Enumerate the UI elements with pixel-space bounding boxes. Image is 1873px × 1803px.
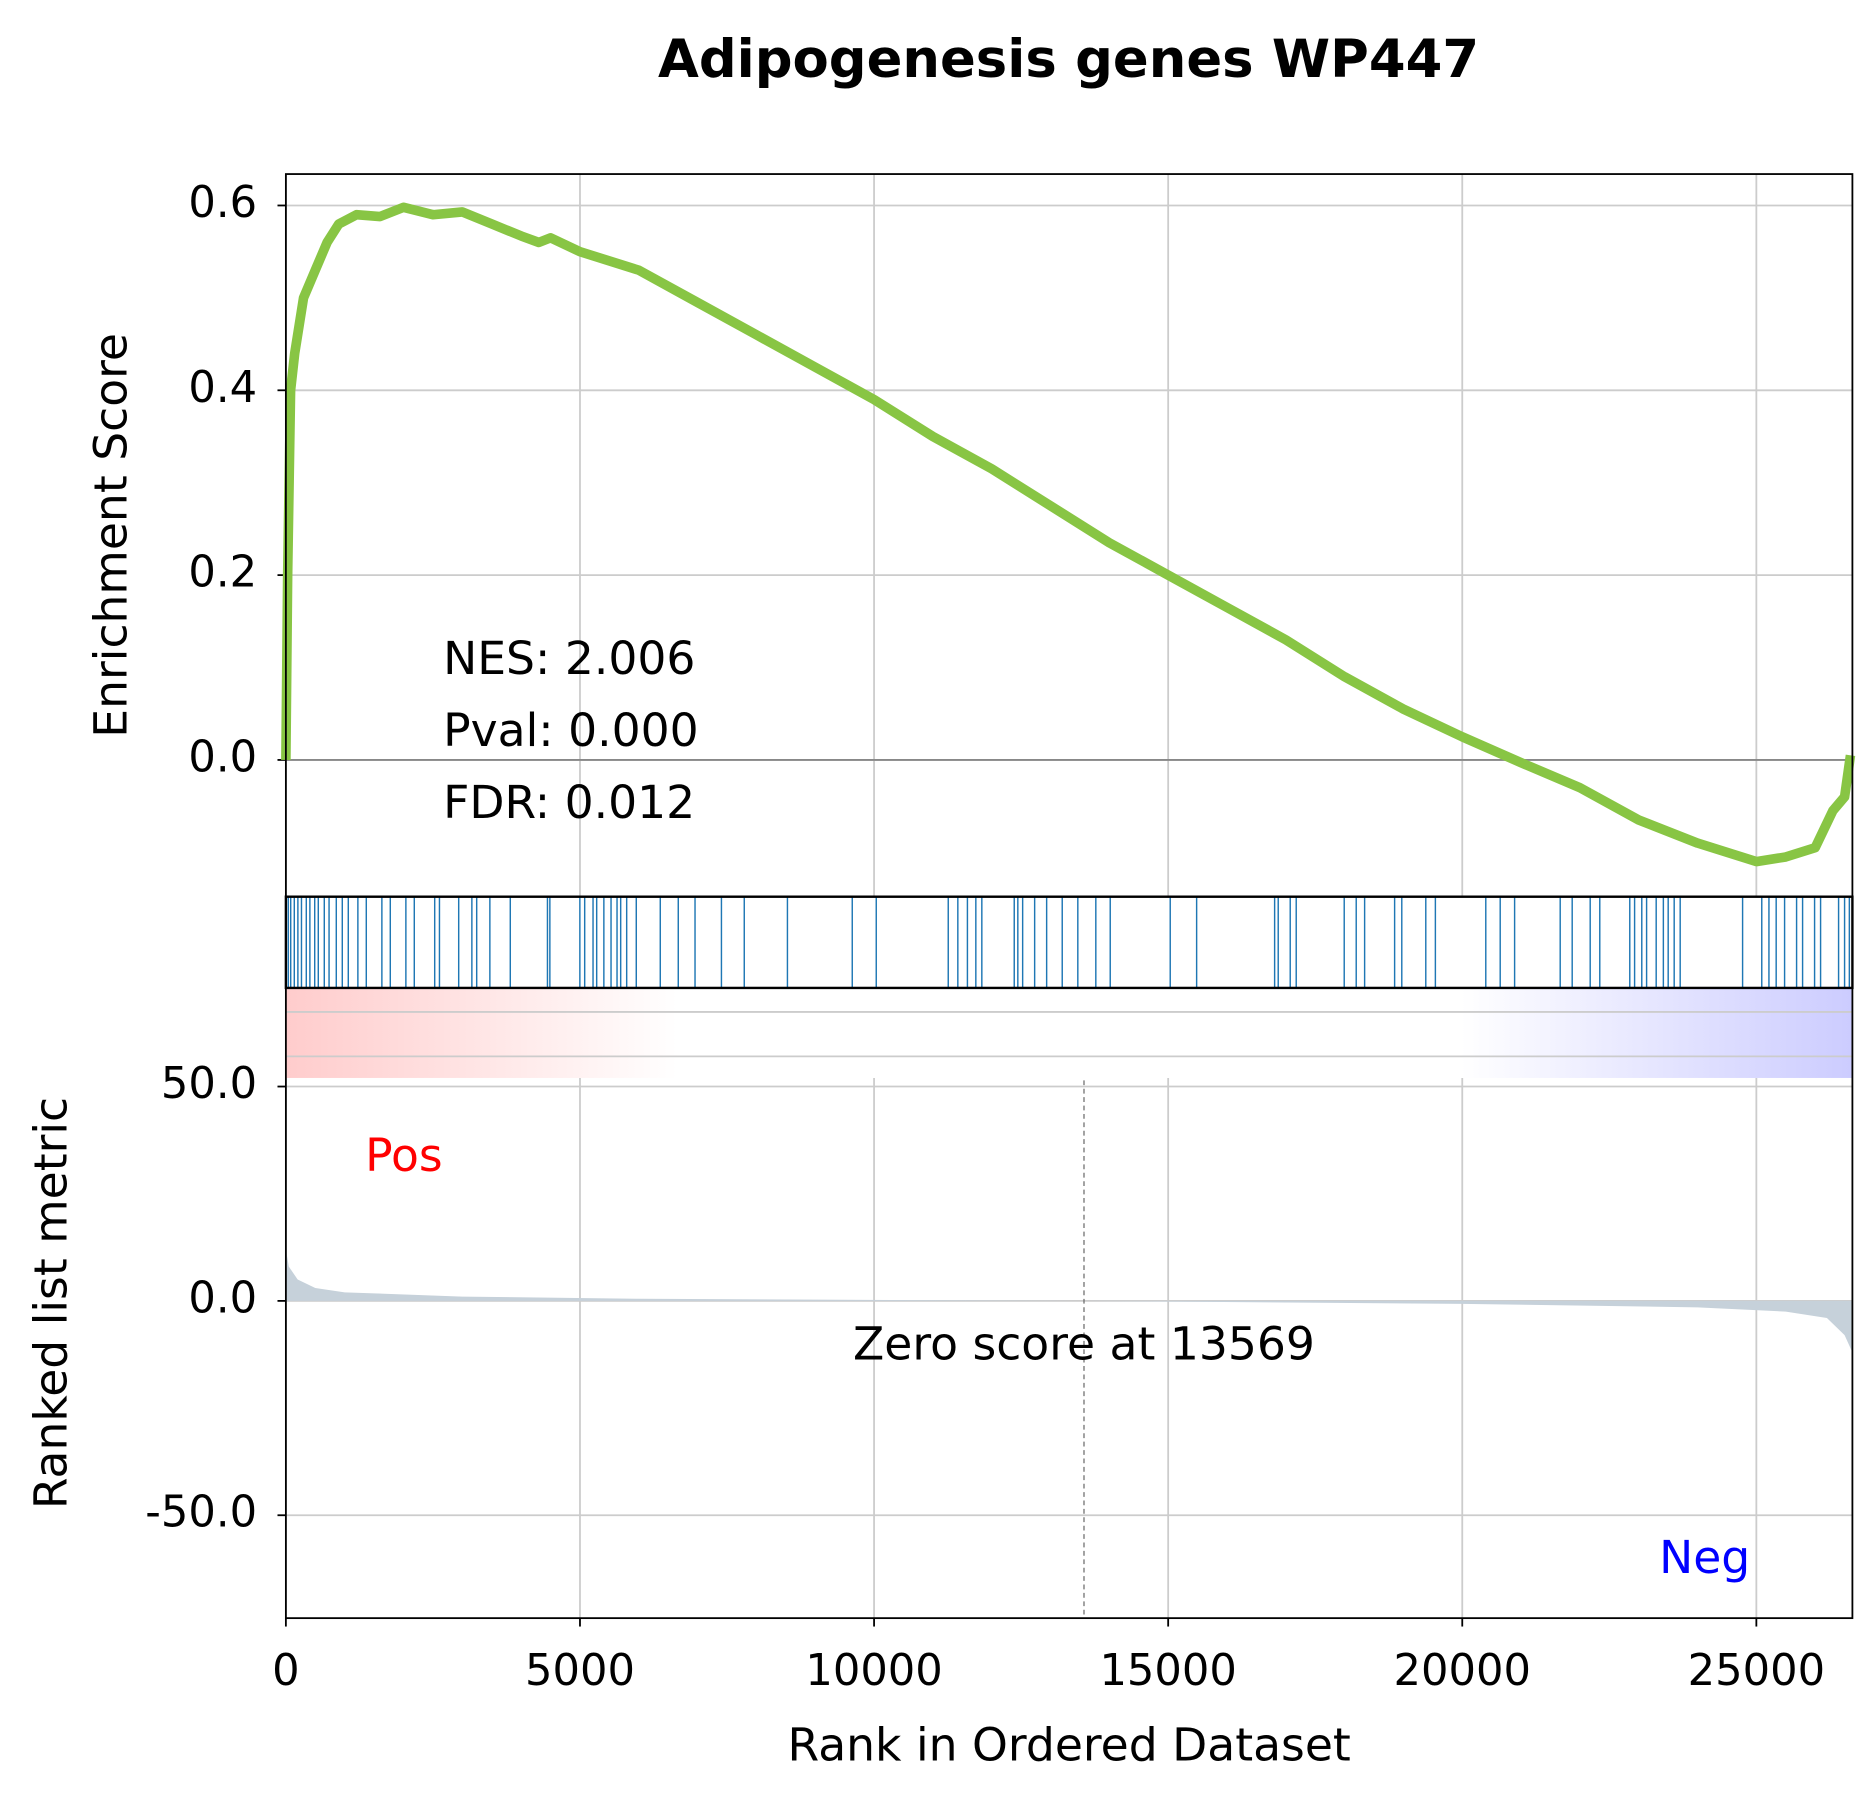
y-axis-label: Ranked list metric — [25, 1097, 78, 1509]
es-line — [281, 202, 1856, 867]
x-tick-label: 20000 — [1394, 1646, 1531, 1696]
y-axis-label: Enrichment Score — [85, 333, 138, 738]
zero-score-label: Zero score at 13569 — [853, 1317, 1315, 1370]
stat-annotation: NES: 2.006 — [443, 632, 695, 685]
stat-annotation: Pval: 0.000 — [443, 704, 699, 757]
y-tick-label: 50.0 — [161, 1059, 257, 1109]
stat-annotation: FDR: 0.012 — [443, 776, 695, 829]
y-tick-label: 0.0 — [188, 1273, 257, 1323]
chart-title: Adipogenesis genes WP447 — [658, 29, 1479, 90]
x-tick-label: 0 — [272, 1646, 300, 1696]
y-tick-label: 0.4 — [188, 363, 257, 413]
y-tick-label: 0.2 — [188, 548, 257, 598]
neg-label: Neg — [1659, 1531, 1750, 1584]
x-tick-label: 5000 — [525, 1646, 635, 1696]
x-tick-label: 10000 — [805, 1646, 942, 1696]
x-axis-label: Rank in Ordered Dataset — [788, 1718, 1351, 1771]
metric-area — [285, 1249, 1853, 1353]
metric-frame — [284, 987, 1854, 1620]
y-tick-label: 0.0 — [188, 732, 257, 782]
pos-label: Pos — [365, 1129, 443, 1182]
x-tick-label: 25000 — [1688, 1646, 1825, 1696]
plot-layer: 0.6 0.4 0.2 0.0 Enrichment Score NES: 2.006 Pv… — [25, 174, 1856, 1771]
rank-gradient — [285, 987, 1853, 1078]
y-tick-label: 0.6 — [188, 178, 257, 228]
hits-frame — [284, 895, 1854, 990]
x-tick-label: 15000 — [1099, 1646, 1236, 1696]
y-tick-label: -50.0 — [145, 1488, 257, 1538]
